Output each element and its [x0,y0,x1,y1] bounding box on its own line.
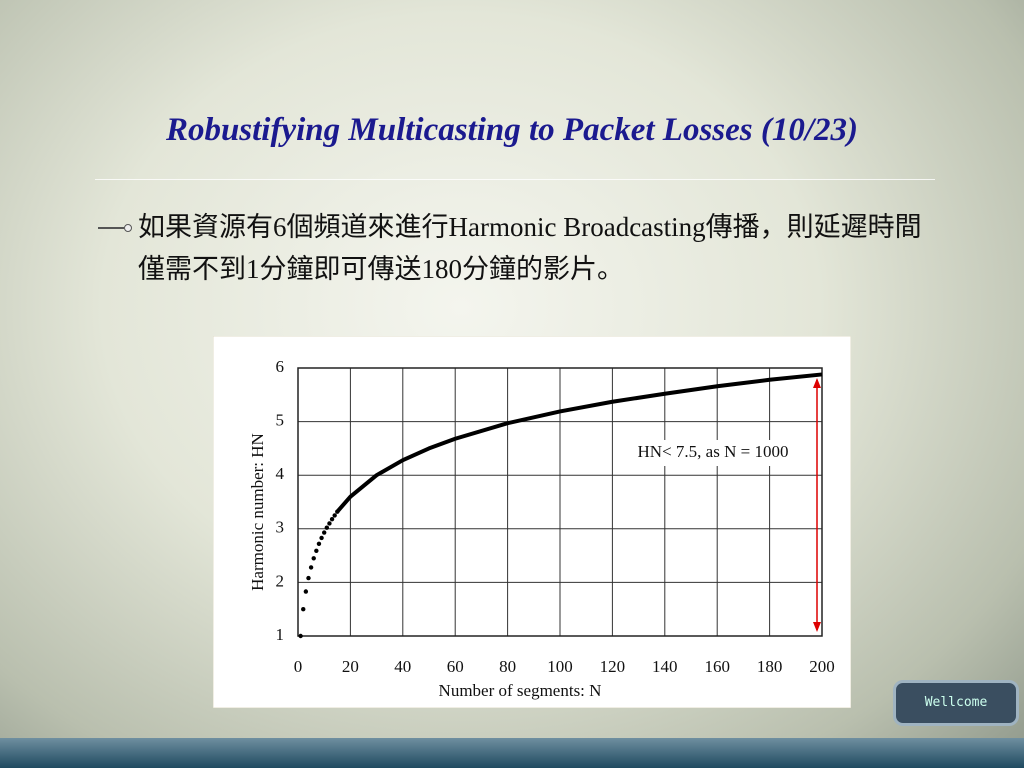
x-tick-label: 0 [294,657,303,676]
x-tick-label: 60 [447,657,464,676]
x-tick-label: 160 [704,657,730,676]
data-point [332,513,337,518]
divider [95,179,935,180]
data-point [301,607,306,612]
x-tick-label: 40 [394,657,411,676]
data-line [335,372,823,513]
data-point [298,633,303,639]
y-tick-label: 3 [276,518,285,537]
data-point [322,530,327,535]
plot-frame [297,367,823,637]
x-tick-label: 80 [499,657,516,676]
x-tick-label: 200 [809,657,835,676]
data-point [329,516,335,522]
data-point [314,548,319,553]
y-tick-label: 6 [276,357,285,376]
y-tick-label: 5 [276,411,285,430]
data-point [308,565,314,570]
badge: Wellcome [893,680,1019,726]
y-tick-label: 2 [276,571,285,590]
data-point [324,525,330,530]
arrow-head [813,622,821,632]
y-axis-label: Harmonic number: HN [248,433,267,591]
annotation: HN< 7.5, as N = 1000 [638,442,789,461]
data-point [319,535,324,541]
data-point [311,556,316,561]
data-point [316,541,322,547]
annotation-bg [623,440,803,466]
chart: 0 20 40 60 80 100 120 140 160 180 200 1 2 3 4 5 6 Number … [213,336,851,708]
x-tick-label: 20 [342,657,359,676]
y-tick-label: 4 [276,464,285,483]
arrow-head [813,378,821,388]
bullet-text: 如果資源有6個頻道來進行Harmonic Broadcasting傳播，則延遲時… [138,212,922,284]
y-tick-label: 1 [276,625,285,644]
x-tick-label: 180 [757,657,783,676]
data-point [306,575,311,581]
x-tick-label: 120 [600,657,626,676]
data-point [327,521,332,526]
x-axis-label: Number of segments: N [439,681,602,700]
bullet-icon [98,224,132,232]
chart-background [213,336,851,708]
x-tick-label: 100 [547,657,573,676]
slide-title: Robustifying Multicasting to Packet Loss… [165,112,859,148]
x-tick-label: 140 [652,657,678,676]
footer-bar [0,738,1024,768]
data-point [303,589,309,594]
